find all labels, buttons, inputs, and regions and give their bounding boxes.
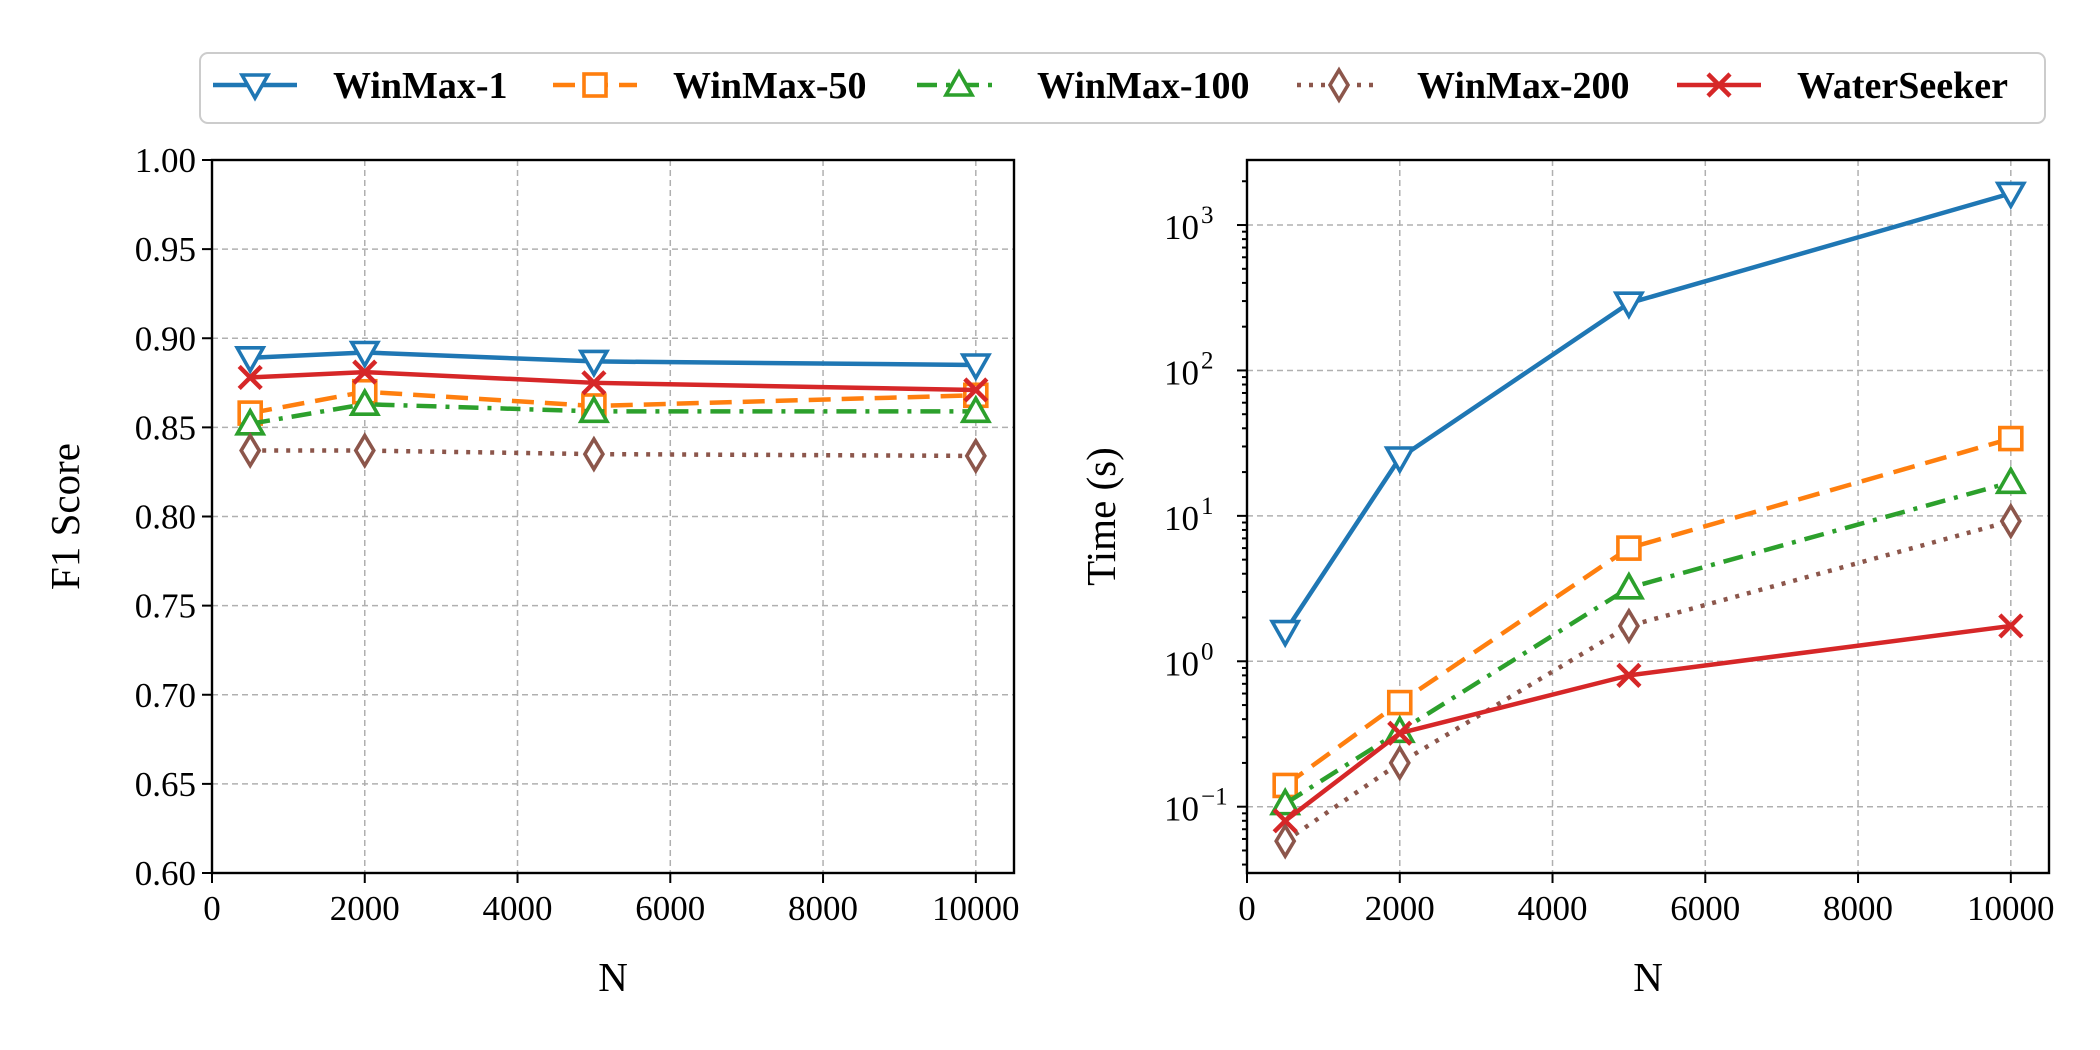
x-tick-label: 0	[203, 889, 221, 928]
legend-label-winmax-1: WinMax-1	[333, 65, 508, 107]
y-axis-title: Time (s)	[1078, 447, 1124, 586]
series-line-winmax-50	[249, 389, 976, 416]
series-line-waterseeker	[1283, 623, 2012, 823]
y-tick-label: 102	[1164, 347, 1214, 392]
data-point-waterseeker-10000	[963, 377, 989, 403]
y-tick-label: 0.75	[135, 587, 196, 626]
x-tick-label: 10000	[1967, 889, 2055, 928]
data-point-waterseeker-500	[1272, 808, 1298, 834]
data-point-winmax-1-2000	[348, 340, 381, 370]
series-line-winmax-100	[249, 401, 976, 427]
data-point-waterseeker-2000	[1387, 720, 1413, 746]
legend: WinMax-1 WinMax-50 WinMax-100 WinMax-200 Wat…	[199, 52, 2046, 124]
x-axis-title: N	[598, 954, 628, 1000]
x-tick-label: 6000	[635, 889, 705, 928]
x-tick-label: 8000	[1823, 889, 1893, 928]
legend-label-winmax-200: WinMax-200	[1417, 65, 1630, 107]
data-point-winmax-200-500	[1274, 822, 1297, 860]
x-tick-label: 10000	[932, 889, 1020, 928]
legend-marker-waterseeker	[1706, 72, 1732, 98]
data-point-winmax-100-10000	[1994, 465, 2027, 495]
y-tick-label: 0.60	[135, 854, 196, 893]
time-panel: 0 2000 4000 6000 8000 10000 10−1 100 101 102 103 N T…	[1078, 158, 2055, 1000]
y-tick-label: 0.70	[135, 676, 196, 715]
y-tick-label: 0.65	[135, 765, 196, 804]
legend-label-winmax-50: WinMax-50	[673, 65, 867, 107]
x-tick-label: 2000	[330, 889, 400, 928]
legend-marker-winmax-50	[582, 72, 608, 98]
series-line-winmax-100	[1283, 480, 2012, 806]
series-line-waterseeker	[250, 369, 976, 393]
data-point-winmax-100-5000	[577, 394, 610, 424]
data-point-winmax-100-500	[1269, 786, 1302, 816]
x-tick-label: 2000	[1365, 889, 1435, 928]
data-point-winmax-200-5000	[1617, 607, 1641, 645]
y-tick-label: 0.85	[135, 408, 196, 447]
data-point-winmax-200-10000	[964, 437, 987, 475]
y-tick-label: 1.00	[135, 141, 196, 180]
y-tick-label: 10−1	[1164, 784, 1228, 829]
data-point-winmax-200-10000	[1999, 502, 2022, 540]
data-point-winmax-50-5000	[1616, 535, 1642, 561]
data-point-winmax-1-2000	[1383, 446, 1416, 475]
data-point-winmax-1-10000	[959, 353, 992, 382]
data-point-waterseeker-10000	[1998, 613, 2024, 639]
legend-label-waterseeker: WaterSeeker	[1797, 65, 2008, 107]
data-point-winmax-200-500	[239, 432, 262, 470]
series-line-winmax-200	[250, 448, 976, 459]
data-point-winmax-50-2000	[1386, 689, 1413, 716]
y-axis-title: F1 Score	[42, 443, 88, 590]
y-tick-label: 0.80	[135, 498, 196, 537]
x-tick-label: 4000	[483, 889, 553, 928]
data-point-winmax-200-2000	[353, 432, 376, 470]
data-point-winmax-1-500	[1269, 619, 1302, 649]
data-point-waterseeker-2000	[352, 359, 378, 385]
series-line-winmax-1	[250, 350, 976, 368]
legend-marker-winmax-1	[238, 73, 272, 102]
data-point-waterseeker-5000	[581, 370, 607, 396]
legend-marker-winmax-200	[1327, 66, 1351, 104]
y-tick-label: 0.95	[135, 230, 196, 269]
f1-score-panel: 0 2000 4000 6000 8000 10000 0.60 0.65 0.70 0.75 0.…	[42, 141, 1020, 1000]
series-line-winmax-50	[1283, 436, 2012, 788]
series-line-winmax-200	[1283, 518, 2012, 843]
legend-frame	[199, 52, 2046, 124]
data-point-winmax-50-10000	[1998, 425, 2024, 452]
data-point-winmax-1-500	[234, 346, 267, 375]
y-tick-label: 103	[1164, 202, 1214, 247]
x-tick-label: 6000	[1670, 889, 1740, 928]
data-point-winmax-1-5000	[1612, 291, 1645, 320]
legend-marker-winmax-100	[942, 68, 976, 97]
data-point-waterseeker-500	[237, 364, 263, 391]
legend-label-winmax-100: WinMax-100	[1037, 65, 1250, 107]
data-point-waterseeker-5000	[1616, 662, 1642, 688]
data-point-winmax-1-5000	[577, 349, 610, 379]
x-tick-label: 4000	[1518, 889, 1588, 928]
data-point-winmax-200-2000	[1388, 744, 1411, 782]
x-tick-label: 0	[1238, 889, 1256, 928]
x-tick-label: 8000	[788, 889, 858, 928]
series-line-winmax-1	[1283, 191, 2012, 633]
data-point-winmax-200-5000	[582, 435, 606, 473]
data-point-winmax-100-5000	[1612, 571, 1645, 600]
y-tick-label: 100	[1164, 638, 1214, 683]
data-point-winmax-100-10000	[959, 394, 992, 424]
y-tick-label: 0.90	[135, 319, 196, 358]
x-axis-title: N	[1633, 954, 1663, 1000]
data-point-winmax-1-10000	[1994, 181, 2027, 211]
y-tick-label: 101	[1164, 493, 1214, 538]
data-point-winmax-100-2000	[348, 387, 381, 417]
